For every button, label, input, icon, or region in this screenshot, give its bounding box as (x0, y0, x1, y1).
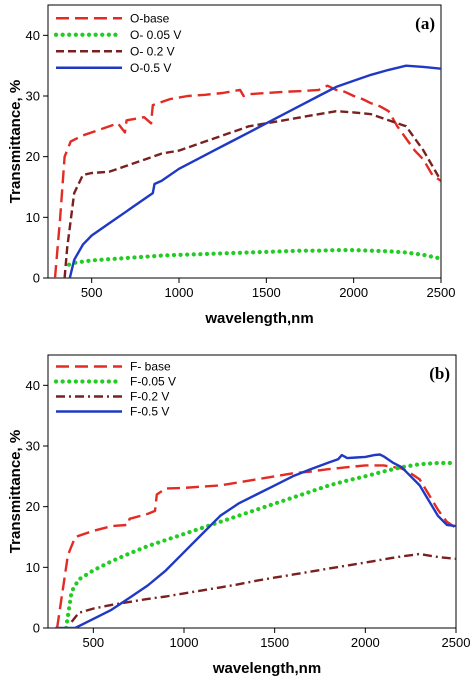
y-tick-label: 0 (33, 271, 40, 286)
series-line-4 (68, 64, 441, 278)
x-tick-label: 2500 (442, 635, 471, 650)
panel-label: (b) (429, 364, 450, 383)
x-tick-label: 2000 (351, 635, 380, 650)
y-tick-label: 20 (26, 499, 40, 514)
x-tick-label: 1500 (252, 285, 281, 300)
x-axis-title: wavelength,nm (212, 660, 321, 677)
legend-label-3: F-0.2 V (130, 390, 169, 404)
series-line-4 (55, 453, 456, 628)
series-line-2 (63, 460, 456, 628)
panel-a-chart: 500 1000 1500 2000 2500 0 10 20 30 40 wavelength,n… (7, 4, 456, 327)
legend-label-1: F- base (130, 360, 171, 374)
y-tick-label: 30 (26, 439, 40, 454)
series-line-1 (53, 84, 441, 278)
x-tick-label: 2000 (339, 285, 368, 300)
x-tick-label: 500 (82, 635, 104, 650)
panel-b-chart: 500 1000 1500 2000 2500 0 10 20 30 40 wavelength,n… (7, 354, 471, 677)
legend-box (52, 9, 252, 75)
y-tick-label: 0 (33, 621, 40, 636)
y-tick-label: 10 (26, 560, 40, 575)
x-tick-label: 500 (81, 285, 103, 300)
legend-label-4: O-0.5 V (130, 61, 171, 75)
plot-frame (47, 4, 442, 279)
x-tick-label: 1000 (165, 285, 194, 300)
legend-label-4: F-0.5 V (130, 405, 169, 419)
legend-label-2: F-0.05 V (130, 375, 176, 389)
y-tick-label: 30 (26, 89, 40, 104)
y-tick-label: 20 (26, 149, 40, 164)
y-tick-label: 40 (26, 28, 40, 43)
series-line-2 (66, 248, 441, 267)
legend-box (52, 358, 242, 418)
panel-label: (a) (415, 14, 435, 33)
y-axis-title: Transmittance, % (7, 430, 24, 553)
series-line-1 (55, 464, 456, 628)
y-tick-label: 10 (26, 210, 40, 225)
x-tick-label: 2500 (427, 285, 456, 300)
x-tick-label: 1000 (170, 635, 199, 650)
legend-label-2: O- 0.05 V (130, 28, 181, 42)
legend-label-3: O- 0.2 V (130, 44, 175, 58)
legend-label-1: O-base (130, 11, 170, 25)
x-axis-title: wavelength,nm (204, 310, 313, 327)
series-line-3 (63, 110, 441, 278)
y-tick-label: 40 (26, 378, 40, 393)
plot-frame (47, 354, 457, 629)
series-line-3 (70, 552, 456, 623)
x-tick-label: 1500 (260, 635, 289, 650)
y-axis-title: Transmittance, % (7, 80, 24, 203)
